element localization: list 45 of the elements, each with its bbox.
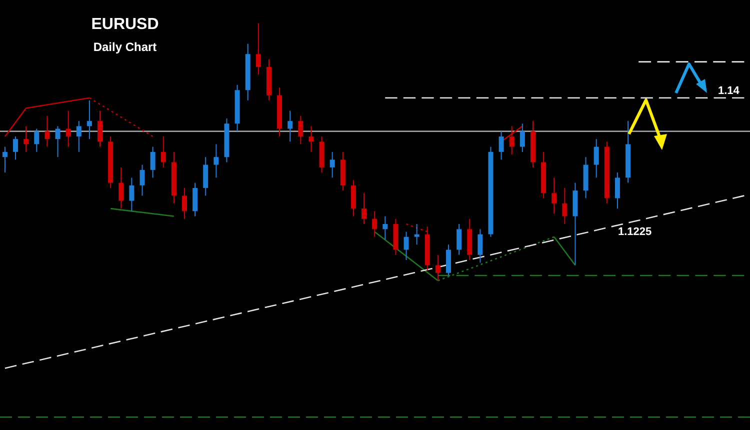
candlestick	[404, 231, 409, 261]
candlestick	[140, 164, 145, 196]
candlestick	[76, 120, 82, 152]
candlestick	[414, 224, 420, 246]
candlestick	[2, 146, 8, 174]
candlestick	[214, 144, 219, 178]
candlestick	[86, 100, 92, 140]
candlestick	[562, 187, 568, 225]
candlestick	[44, 115, 50, 148]
candlestick	[182, 187, 187, 220]
candlestick	[34, 128, 40, 152]
candlestick	[362, 192, 367, 225]
candlestick	[435, 254, 440, 282]
candlestick	[478, 228, 483, 264]
candlestick	[13, 136, 18, 160]
candlestick	[372, 210, 378, 238]
candlestick	[446, 244, 451, 276]
annotation: 1.1225	[618, 226, 652, 238]
chart-title: EURUSD	[90, 16, 160, 34]
text: Daily Chart	[92, 40, 158, 54]
candlestick	[456, 224, 462, 256]
candlestick	[350, 180, 356, 217]
candlestick	[256, 22, 261, 76]
candlestick	[129, 177, 134, 212]
candlestick	[203, 156, 208, 196]
candlestick	[118, 166, 124, 210]
candlestick	[66, 110, 71, 148]
candlestick	[288, 110, 293, 142]
candlestick	[330, 151, 335, 178]
candlestick	[298, 115, 304, 145]
candlestick	[509, 126, 514, 155]
candlestick	[614, 172, 620, 210]
candlestick	[498, 130, 504, 160]
candlestick	[150, 146, 156, 178]
candlestick	[24, 126, 29, 152]
candlestick	[520, 123, 525, 152]
candlestick	[552, 177, 557, 214]
candlestick	[308, 126, 314, 152]
candlestick	[382, 216, 388, 240]
annotation: 1.14	[718, 85, 740, 98]
candlestick	[160, 136, 166, 168]
candlestick	[98, 110, 103, 148]
candlestick	[594, 138, 599, 178]
candlestick	[55, 126, 60, 158]
candlestick	[192, 182, 198, 217]
